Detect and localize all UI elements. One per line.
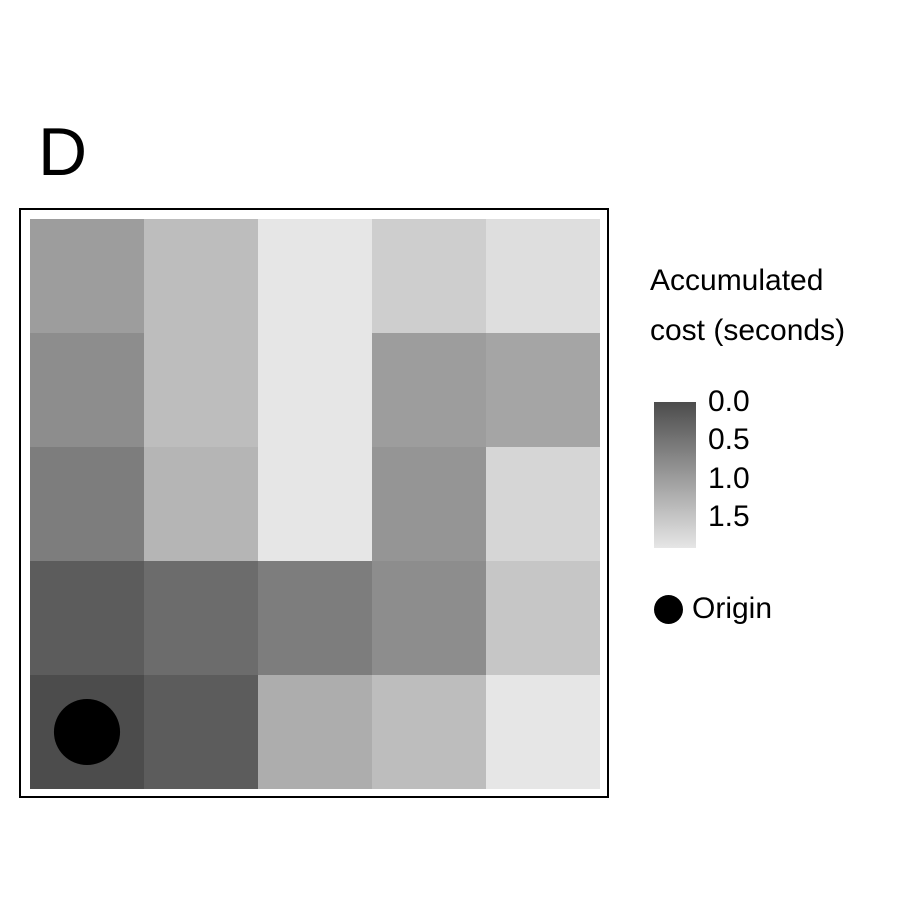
grid-cell — [372, 333, 487, 448]
colorbar-tick-label: 0.5 — [708, 423, 750, 457]
legend-title-line-2: cost (seconds) — [650, 314, 846, 347]
cost-grid — [30, 219, 600, 789]
grid-cell — [258, 219, 373, 334]
colorbar-tick-label: 1.5 — [708, 500, 750, 534]
grid-cell — [486, 561, 600, 676]
grid-cell — [144, 675, 259, 789]
grid-cell — [144, 333, 259, 448]
grid-cell — [372, 561, 487, 676]
grid-cell — [144, 447, 259, 562]
colorbar-gradient — [654, 402, 696, 548]
grid-cell — [30, 333, 145, 448]
grid-cell — [30, 447, 145, 562]
grid-cell — [486, 447, 600, 562]
grid-cell — [30, 219, 145, 334]
grid-cell — [486, 675, 600, 789]
grid-cell — [30, 561, 145, 676]
origin-legend-label: Origin — [692, 592, 773, 625]
grid-cell — [258, 447, 373, 562]
grid-cell — [144, 561, 259, 676]
grid-cell — [372, 675, 487, 789]
grid-cell — [258, 333, 373, 448]
panel-label: D — [38, 114, 88, 190]
grid-cell — [258, 561, 373, 676]
grid-cell — [144, 219, 259, 334]
grid-cell — [372, 447, 487, 562]
legend-title-line-1: Accumulated — [650, 264, 824, 297]
colorbar-tick-label: 1.0 — [708, 461, 750, 495]
grid-cell — [372, 219, 487, 334]
grid-cell — [258, 675, 373, 789]
grid-cell — [486, 333, 600, 448]
origin-legend-marker — [654, 595, 683, 624]
colorbar-tick-label: 0.0 — [708, 385, 750, 418]
origin-marker — [53, 698, 121, 766]
grid-cell — [486, 219, 600, 334]
colorbar — [654, 402, 696, 548]
